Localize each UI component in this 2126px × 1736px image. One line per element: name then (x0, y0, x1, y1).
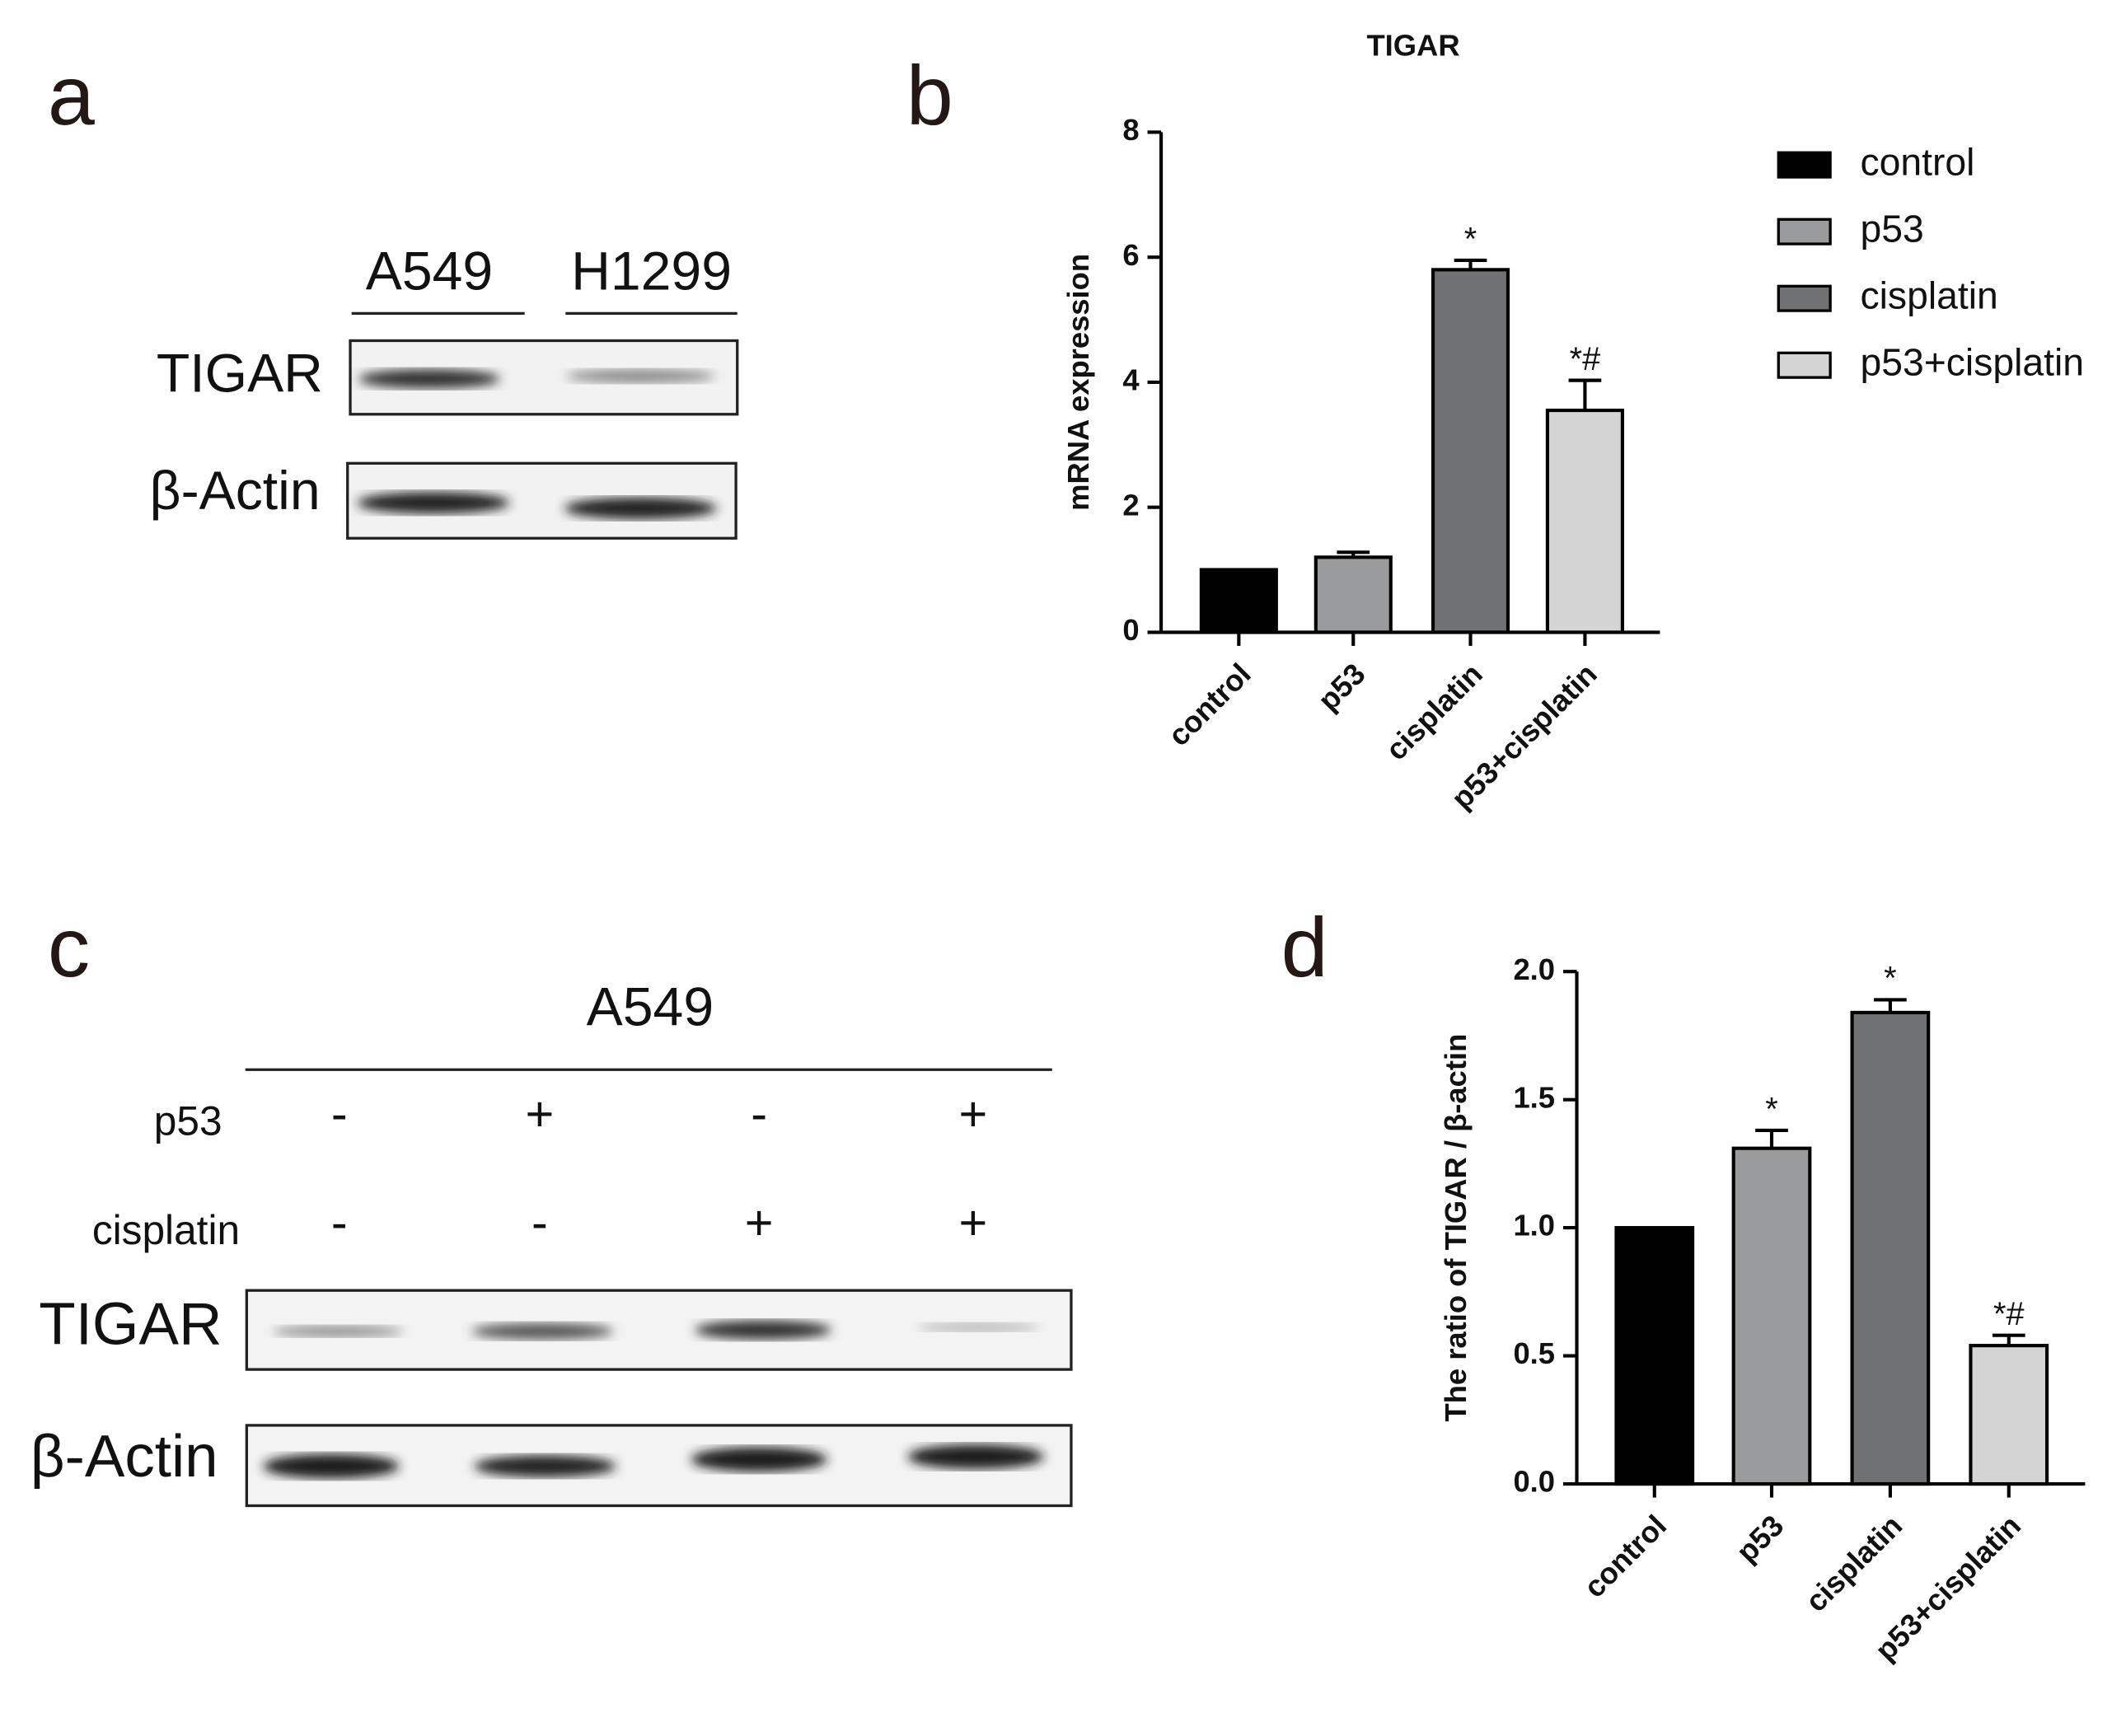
band (357, 492, 510, 514)
panel-label: d (1281, 900, 1328, 994)
bar (1314, 555, 1393, 634)
y-tick-label: 8 (1122, 113, 1139, 147)
sign: - (751, 1086, 767, 1141)
x-tick-label: p53 (1311, 657, 1371, 717)
band (565, 369, 716, 383)
bar (1614, 1226, 1695, 1486)
legend-label: control (1861, 140, 1975, 183)
band (263, 1453, 400, 1479)
group-label: A549 (587, 977, 714, 1038)
x-tick-label: control (1162, 657, 1257, 752)
panel-label: a (48, 48, 96, 143)
annotation: *# (1993, 1296, 2025, 1332)
band (917, 1322, 1040, 1331)
bar (1431, 268, 1510, 634)
row-label: β-Actin (30, 1423, 218, 1490)
band (564, 497, 717, 520)
band (695, 1320, 831, 1340)
y-axis-label: The ratio of TIGAR / β-actin (1439, 1034, 1473, 1422)
y-tick-label: 2 (1122, 488, 1139, 522)
y-tick-label: 0 (1122, 613, 1139, 647)
condition-label: p53 (154, 1098, 222, 1144)
bar (1850, 1010, 1931, 1486)
bar (1545, 408, 1624, 634)
legend-label: cisplatin (1861, 274, 1998, 316)
legend-swatch (1777, 151, 1832, 179)
panel-label: b (906, 48, 953, 143)
y-tick-label: 0.0 (1513, 1465, 1555, 1499)
sign: - (532, 1195, 548, 1250)
row-label: TIGAR (157, 344, 323, 405)
sign: - (331, 1086, 348, 1141)
row-label: β-Actin (150, 461, 321, 522)
sign: + (745, 1195, 774, 1250)
lane-label: H1299 (571, 241, 732, 302)
sign: + (958, 1086, 987, 1141)
blot-a: A549 H1299 TIGAR β-Actin (150, 241, 739, 540)
y-tick-label: 6 (1122, 238, 1139, 272)
x-tick-label: cisplatin (1799, 1509, 1908, 1618)
y-tick-label: 0.5 (1513, 1336, 1555, 1370)
x-tick-label: control (1577, 1509, 1673, 1604)
legend-label: p53 (1861, 207, 1924, 250)
chart-title: TIGAR (1366, 28, 1459, 62)
x-tick-label: cisplatin (1379, 657, 1489, 766)
annotation: * (1765, 1091, 1777, 1127)
y-tick-label: 4 (1122, 363, 1140, 397)
band (907, 1444, 1044, 1469)
annotation: * (1884, 961, 1896, 997)
legend-label: p53+cisplatin (1861, 340, 2085, 383)
legend-swatch (1777, 284, 1832, 312)
panel-label: c (48, 900, 90, 994)
condition-label: cisplatin (92, 1207, 240, 1253)
bar (1969, 1344, 2049, 1486)
y-axis-label: mRNA expression (1061, 254, 1095, 511)
annotation: * (1464, 221, 1477, 257)
lane-label: A549 (366, 241, 493, 302)
legend-swatch (1777, 218, 1832, 246)
band (272, 1326, 404, 1337)
sign: - (331, 1195, 348, 1250)
sign: + (526, 1086, 555, 1141)
y-tick-label: 1.0 (1513, 1209, 1555, 1242)
row-label: TIGAR (39, 1291, 222, 1358)
blot-c: A549 p53 cisplatin TIGAR β-Actin (30, 977, 1073, 1508)
band (474, 1455, 616, 1477)
legend-swatch (1777, 351, 1832, 379)
sign: + (958, 1195, 987, 1250)
band (471, 1322, 614, 1340)
y-tick-label: 2.0 (1513, 952, 1555, 986)
bar (1199, 568, 1278, 634)
y-tick-label: 1.5 (1513, 1080, 1555, 1114)
band (691, 1447, 827, 1472)
band (358, 369, 500, 389)
annotation: *# (1570, 341, 1601, 377)
x-tick-label: p53 (1730, 1509, 1790, 1569)
bar (1731, 1146, 1812, 1486)
